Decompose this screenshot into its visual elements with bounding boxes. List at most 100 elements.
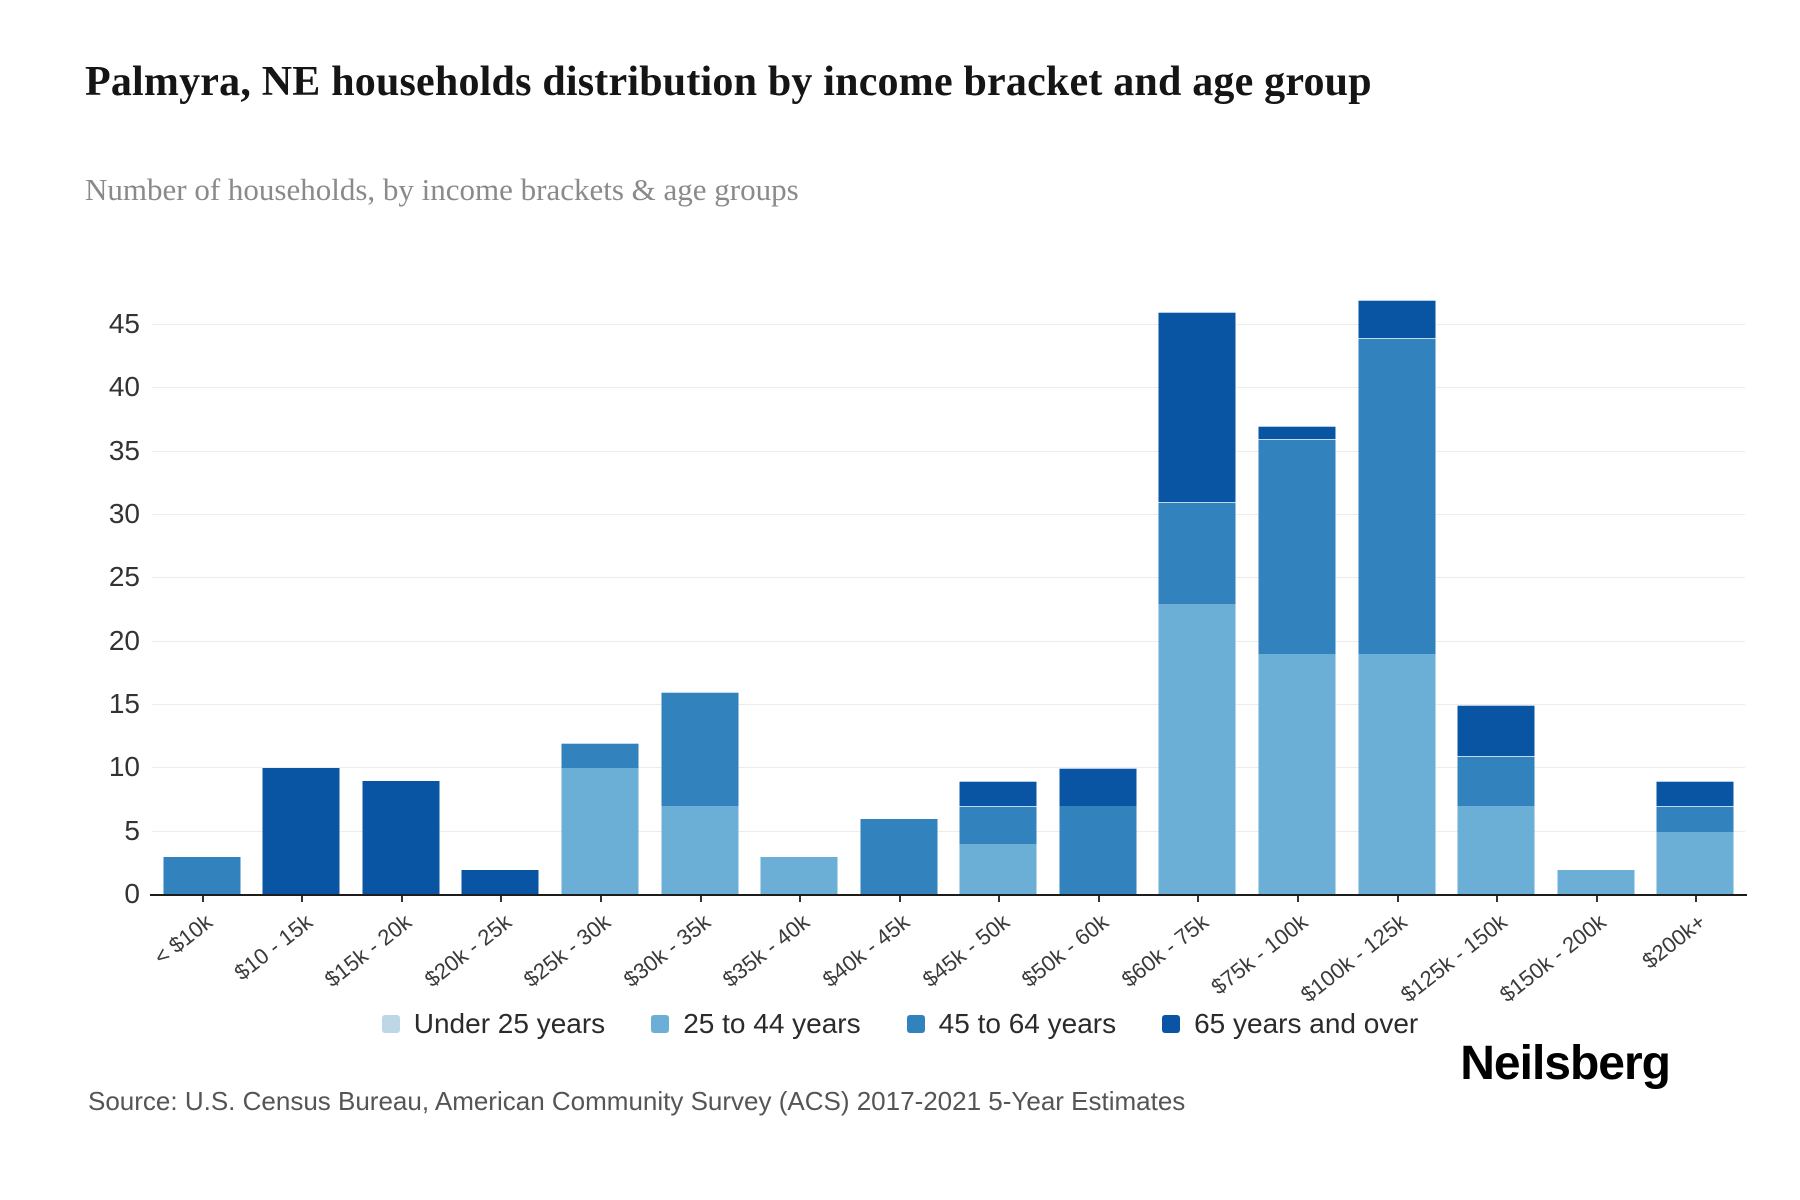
stacked-bar[interactable] [561, 742, 639, 895]
bar-slot [550, 270, 650, 902]
bar-segment[interactable] [262, 768, 340, 895]
x-axis-tick [1296, 895, 1299, 902]
bar-segment[interactable] [1158, 502, 1236, 604]
x-tick-label: $20k - 25k [419, 909, 516, 992]
bar-slot [451, 270, 551, 902]
bar-segment[interactable] [362, 780, 440, 895]
bar-segment[interactable] [959, 781, 1037, 807]
y-tick-label: 5 [124, 814, 140, 846]
stacked-bar[interactable] [163, 857, 241, 895]
y-tick-label: 0 [124, 878, 140, 909]
bar-segment[interactable] [1557, 869, 1635, 895]
bar-slot [1446, 270, 1546, 902]
stacked-bar[interactable] [461, 869, 539, 895]
legend-label: 25 to 44 years [683, 1008, 861, 1039]
bar-slot [152, 270, 252, 902]
bar-segment[interactable] [561, 742, 639, 769]
y-tick-label: 35 [108, 434, 140, 466]
x-tick-label: $40k - 45k [817, 909, 915, 992]
stacked-bar[interactable] [1557, 869, 1635, 895]
x-tick-label: $200k+ [1637, 909, 1711, 974]
legend-swatch-icon [1162, 1015, 1181, 1033]
x-axis-line [150, 894, 1747, 896]
bar-segment[interactable] [661, 806, 739, 895]
bar-segment[interactable] [1258, 426, 1336, 439]
bar-segment[interactable] [959, 806, 1037, 845]
stacked-bar[interactable] [1059, 768, 1137, 895]
bar-segment[interactable] [461, 869, 539, 895]
chart-title: Palmyra, NE households distribution by i… [85, 59, 1372, 105]
bar-slot [849, 270, 949, 902]
x-tick-label: $50k - 60k [1016, 909, 1114, 992]
chart-subtitle: Number of households, by income brackets… [85, 172, 799, 207]
x-axis-tick [301, 895, 304, 902]
legend-label: 65 years and over [1194, 1008, 1419, 1039]
y-tick-label: 25 [108, 561, 140, 593]
bar-slot [252, 270, 352, 902]
bar-segment[interactable] [760, 857, 838, 895]
stacked-bar[interactable] [262, 768, 340, 895]
stacked-bar[interactable] [1258, 426, 1336, 895]
bar-segment[interactable] [1158, 312, 1236, 503]
x-axis-tick [1396, 895, 1399, 902]
bar-segment[interactable] [1457, 704, 1535, 756]
stacked-bar[interactable] [959, 781, 1037, 895]
bar-slot [1347, 270, 1447, 902]
bar-segment[interactable] [959, 844, 1037, 895]
bar-segment[interactable] [1059, 806, 1137, 895]
bar-segment[interactable] [1358, 654, 1436, 895]
y-tick-label: 40 [108, 371, 140, 403]
gridline [152, 703, 1745, 705]
legend-label: 45 to 64 years [938, 1008, 1117, 1039]
bar-segment[interactable] [1358, 337, 1436, 655]
legend-item[interactable]: 25 to 44 years [651, 1008, 861, 1040]
legend-item[interactable]: 45 to 64 years [906, 1008, 1117, 1040]
stacked-bar[interactable] [1358, 299, 1436, 895]
bar-segment[interactable] [1457, 755, 1535, 807]
stacked-bar[interactable] [760, 857, 838, 895]
bar-segment[interactable] [1656, 806, 1734, 832]
bar-segment[interactable] [1656, 831, 1734, 895]
bar-slot [749, 270, 849, 902]
stacked-bar[interactable] [1656, 781, 1734, 895]
gridline [152, 323, 1745, 325]
x-tick-label: $30k - 35k [618, 909, 715, 992]
stacked-bar[interactable] [1457, 704, 1535, 895]
x-axis-tick [400, 895, 403, 902]
x-axis-tick [500, 895, 503, 902]
source-note: Source: U.S. Census Bureau, American Com… [88, 1086, 1186, 1116]
gridline [152, 577, 1745, 579]
bar-slot [1148, 270, 1248, 902]
bar-segment[interactable] [1258, 654, 1336, 895]
x-tick-label: $35k - 40k [718, 909, 815, 992]
bar-slot [1048, 270, 1148, 902]
gridline [152, 513, 1745, 515]
bar-segment[interactable] [163, 857, 241, 895]
legend-item[interactable]: Under 25 years [381, 1008, 605, 1040]
bar-segment[interactable] [661, 692, 739, 807]
y-tick-label: 45 [108, 307, 140, 339]
x-tick-label: $60k - 75k [1116, 909, 1213, 992]
bar-segment[interactable] [1457, 806, 1535, 895]
x-axis-tick [1197, 895, 1200, 902]
stacked-bar[interactable] [860, 818, 938, 895]
stacked-bar[interactable] [362, 780, 440, 895]
x-tick-label: $45k - 50k [917, 909, 1014, 992]
x-tick-label: $15k - 20k [319, 909, 417, 992]
x-axis-tick [699, 895, 702, 902]
x-tick-label: $150k - 200k [1495, 909, 1612, 1008]
bar-segment[interactable] [1059, 768, 1137, 807]
bar-segment[interactable] [1158, 603, 1236, 895]
bar-segment[interactable] [561, 768, 639, 895]
legend-item[interactable]: 65 years and over [1162, 1008, 1418, 1040]
stacked-bar[interactable] [1158, 312, 1236, 895]
bar-segment[interactable] [1258, 438, 1336, 655]
y-axis-labels: 0 5 10 15 20 25 30 35 40 45 [70, 270, 140, 909]
bar-segment[interactable] [1656, 781, 1734, 807]
stacked-bar[interactable] [661, 692, 739, 895]
x-axis-tick [799, 895, 802, 902]
y-tick-label: 10 [108, 751, 140, 783]
x-tick-label: < $10k [149, 909, 218, 970]
bar-segment[interactable] [1358, 299, 1436, 338]
bar-segment[interactable] [860, 818, 938, 895]
